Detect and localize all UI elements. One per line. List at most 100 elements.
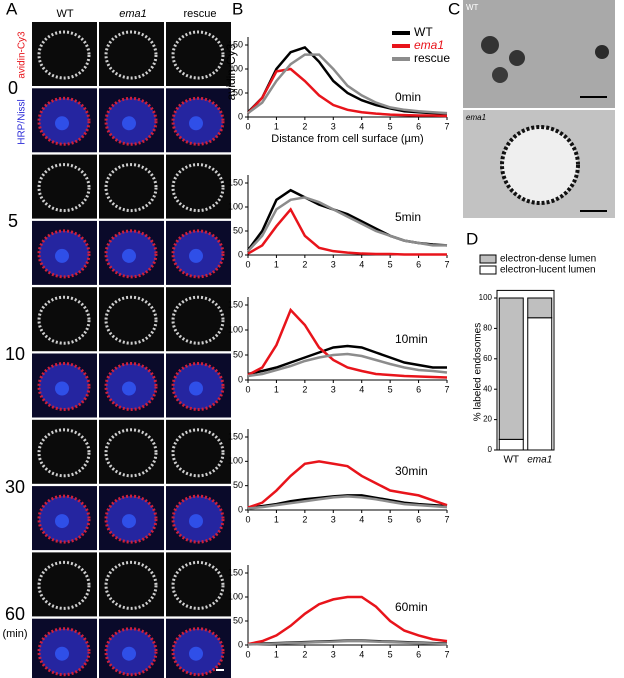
x-tick-label: 0 (245, 121, 250, 131)
x-tick-label: 2 (302, 514, 307, 524)
legend-swatch (479, 254, 497, 264)
series-line (247, 344, 447, 376)
x-tick-label: 3 (331, 259, 336, 269)
series-line (247, 460, 448, 509)
panel-label: D (466, 229, 478, 248)
x-tick-label: 0 (245, 514, 250, 524)
em-label: ema1 (466, 113, 486, 122)
nucleus (122, 381, 136, 396)
time-label: 30 (5, 477, 25, 497)
annotation: 0min (395, 90, 421, 104)
annotation: 30min (395, 464, 428, 478)
x-tick-label: 3 (331, 121, 336, 131)
y-tick-label: 150 (228, 177, 243, 187)
x-tick-label: 7 (444, 384, 449, 394)
x-tick-label: 4 (359, 384, 364, 394)
cell-outline (104, 163, 158, 213)
cell-outline (104, 295, 158, 345)
x-tick-label: 3 (331, 514, 336, 524)
micrographs (32, 22, 231, 678)
cell-outline (171, 163, 225, 213)
y-tick-label: 150 (228, 567, 243, 577)
x-tick-label: 4 (359, 259, 364, 269)
x-tick-label: 2 (302, 121, 307, 131)
panel-label: C (448, 0, 460, 18)
nucleus (189, 116, 203, 131)
y-tick-label: 0 (238, 504, 243, 514)
annotation: 60min (395, 600, 428, 614)
panel-label: B (232, 0, 243, 18)
x-tick-label: 7 (444, 649, 449, 659)
cell-outline (37, 560, 91, 610)
stain-label: avidin-Cy3 (17, 31, 28, 79)
x-tick-label: 7 (444, 514, 449, 524)
time-label: 10 (5, 344, 25, 364)
series-line (247, 307, 448, 379)
em-endosome (481, 36, 499, 54)
nucleus (55, 381, 69, 396)
cell-outline (37, 428, 91, 478)
nucleus (189, 248, 203, 263)
nucleus (55, 514, 69, 529)
x-axis-label: Distance from cell surface (µm) (271, 133, 423, 145)
x-tick-label: 6 (416, 259, 421, 269)
y-axis-label: % labeled endosomes (473, 323, 484, 421)
nucleus (55, 646, 69, 661)
y-tick-label: 40 (483, 384, 492, 393)
column-label: WT (56, 8, 73, 20)
x-tick-label: 6 (416, 514, 421, 524)
column-label: rescue (183, 8, 216, 20)
y-tick-label: 150 (228, 299, 243, 309)
series-line (247, 53, 448, 115)
cell-outline (37, 295, 91, 345)
cell-outline (104, 30, 158, 80)
x-tick-label: 5 (388, 259, 393, 269)
cell-outline (171, 30, 225, 80)
x-tick-label: 7 (444, 259, 449, 269)
x-tick-label: 0 (245, 384, 250, 394)
y-tick-label: 60 (483, 354, 492, 363)
time-label: 60 (5, 604, 25, 624)
x-tick-label: WT (503, 455, 519, 466)
x-tick-label: 6 (416, 384, 421, 394)
em-image (463, 0, 615, 108)
bar-segment (498, 297, 524, 440)
x-tick-label: 6 (416, 649, 421, 659)
time-unit: (min) (2, 628, 27, 640)
x-tick-label: 1 (274, 649, 279, 659)
legend-swatch (479, 265, 497, 275)
y-tick-label: 50 (233, 349, 243, 359)
series-line (247, 67, 448, 118)
x-tick-label: 4 (359, 649, 364, 659)
cell-outline (37, 163, 91, 213)
series-line (247, 495, 448, 510)
x-tick-label: 6 (416, 121, 421, 131)
y-tick-label: 0 (488, 445, 493, 454)
bar-segment (527, 297, 553, 319)
x-tick-label: 0 (245, 259, 250, 269)
y-tick-label: 50 (233, 225, 243, 235)
nucleus (55, 116, 69, 131)
y-tick-label: 150 (228, 431, 243, 441)
y-tick-label: 0 (238, 111, 243, 121)
y-tick-label: 80 (483, 324, 492, 333)
x-tick-label: 2 (302, 384, 307, 394)
y-tick-label: 0 (238, 374, 243, 384)
x-tick-label: 2 (302, 259, 307, 269)
y-tick-label: 100 (228, 201, 243, 211)
bar-segment (527, 317, 553, 451)
legend-label: rescue (414, 51, 450, 65)
em-endosome (509, 50, 525, 66)
y-tick-label: 50 (233, 615, 243, 625)
cell-outline (104, 428, 158, 478)
nucleus (189, 514, 203, 529)
y-tick-label: 100 (228, 324, 243, 334)
em-endosome (492, 67, 508, 83)
x-tick-label: 4 (359, 514, 364, 524)
plot-frame (496, 289, 555, 451)
annotation: 10min (395, 332, 428, 346)
x-tick-label: 5 (388, 384, 393, 394)
cell-outline (171, 295, 225, 345)
column-label: ema1 (119, 8, 147, 20)
